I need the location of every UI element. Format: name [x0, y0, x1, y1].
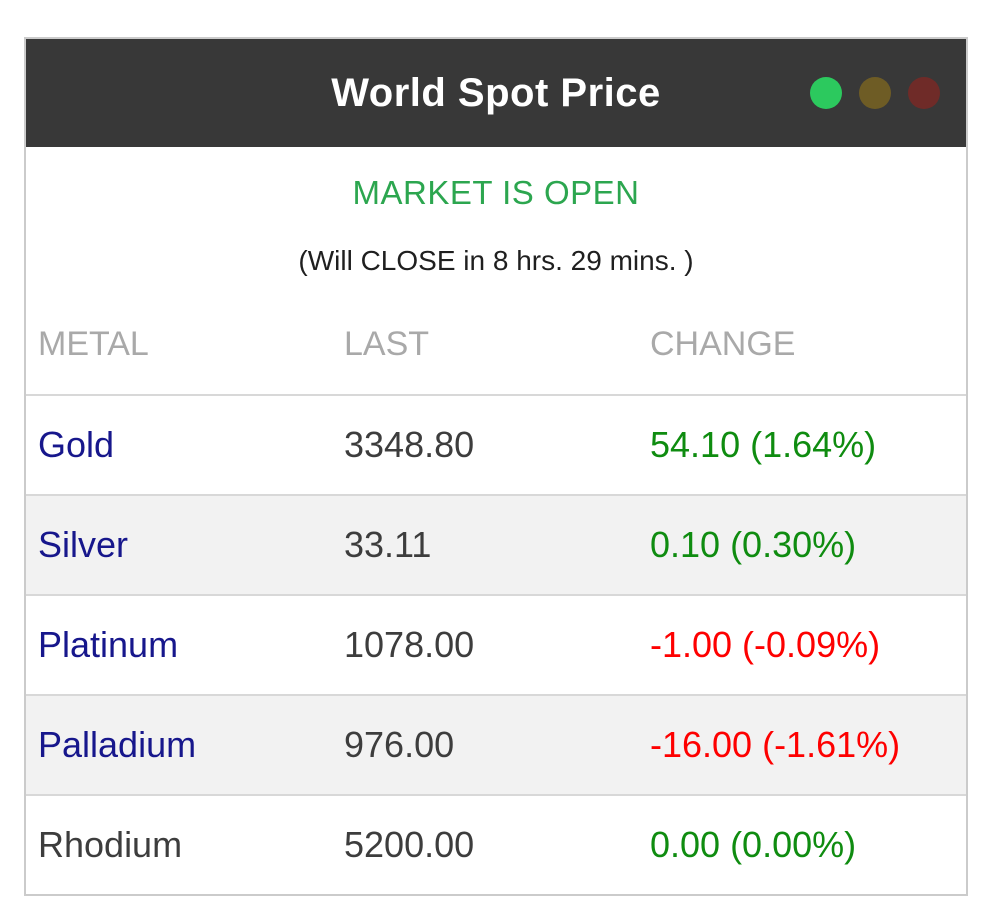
table-row: Silver 33.11 0.10 (0.30%): [26, 495, 966, 595]
metal-name[interactable]: Platinum: [38, 624, 179, 665]
change-value: 0.00 (0.00%): [650, 824, 857, 865]
table-row: Rhodium 5200.00 0.00 (0.00%): [26, 795, 966, 894]
change-value: -1.00 (-0.09%): [650, 624, 881, 665]
last-price: 1078.00: [344, 624, 475, 665]
last-price: 3348.80: [344, 424, 475, 465]
market-status-text: MARKET IS OPEN: [352, 174, 640, 211]
change-value: 54.10 (1.64%): [650, 424, 877, 465]
green-light-icon: [810, 77, 842, 109]
metal-name[interactable]: Silver: [38, 524, 129, 565]
change-value: -16.00 (-1.61%): [650, 724, 901, 765]
metal-name[interactable]: Gold: [38, 424, 115, 465]
table-row: Platinum 1078.00 -1.00 (-0.09%): [26, 595, 966, 695]
column-header-change: CHANGE: [650, 325, 796, 363]
metal-name[interactable]: Palladium: [38, 724, 197, 765]
market-countdown-text: (Will CLOSE in 8 hrs. 29 mins. ): [298, 245, 694, 276]
table-header-row: METAL LAST CHANGE: [26, 307, 966, 395]
window-title: World Spot Price: [331, 70, 661, 115]
market-status-lights: [810, 77, 940, 109]
last-price: 33.11: [344, 524, 432, 565]
column-header-last: LAST: [344, 325, 430, 363]
world-spot-price-widget: World Spot Price MARKET IS OPEN (Will CL…: [24, 37, 968, 896]
red-light-icon: [908, 77, 940, 109]
spot-price-table: METAL LAST CHANGE Gold 3348.80 54.10 (1.…: [26, 307, 966, 894]
last-price: 5200.00: [344, 824, 475, 865]
table-row: Palladium 976.00 -16.00 (-1.61%): [26, 695, 966, 795]
metal-name: Rhodium: [38, 824, 183, 865]
yellow-light-icon: [859, 77, 891, 109]
market-status-section: MARKET IS OPEN (Will CLOSE in 8 hrs. 29 …: [26, 147, 966, 307]
column-header-metal: METAL: [38, 325, 149, 363]
change-value: 0.10 (0.30%): [650, 524, 857, 565]
table-row: Gold 3348.80 54.10 (1.64%): [26, 395, 966, 495]
last-price: 976.00: [344, 724, 455, 765]
titlebar: World Spot Price: [26, 39, 966, 147]
